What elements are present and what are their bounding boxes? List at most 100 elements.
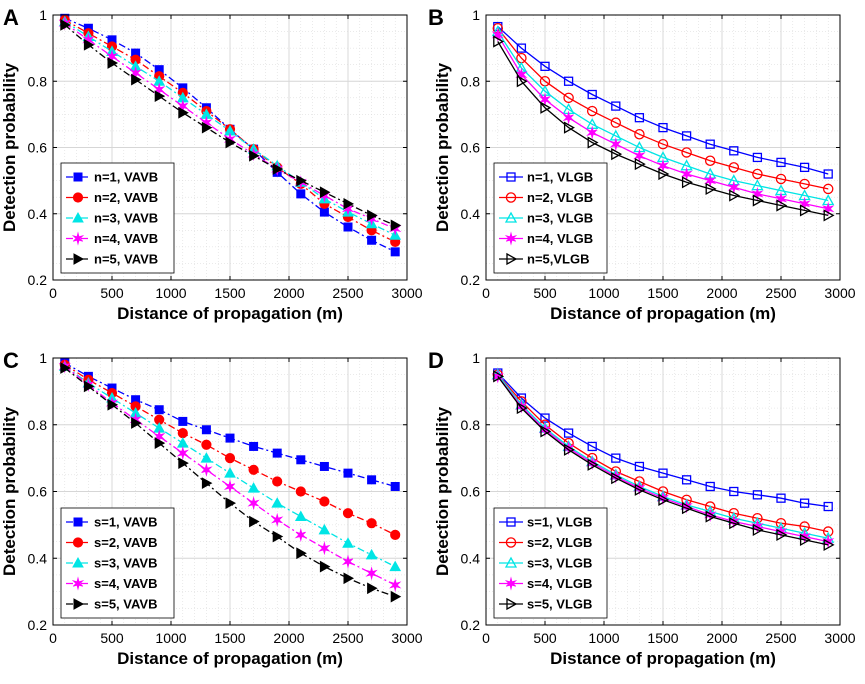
x-tick-label: 500 (100, 630, 124, 646)
y-tick-label: 0.8 (28, 417, 48, 433)
x-tick-label: 3000 (391, 285, 422, 301)
marker-triangle-right (178, 106, 189, 119)
x-axis-label: Distance of propagation (m) (117, 304, 343, 323)
series-line-5 (64, 24, 396, 226)
marker-star (294, 527, 307, 542)
marker-square (729, 486, 739, 497)
x-tick-label: 1000 (588, 285, 619, 301)
series-markers-5 (60, 362, 402, 603)
marker-square (681, 475, 692, 485)
panel-label: A (3, 5, 19, 30)
marker-star (609, 469, 622, 484)
x-tick-label: 3000 (824, 630, 855, 646)
marker-circle (505, 537, 517, 548)
legend-entry-label: n=3, VAVB (94, 211, 158, 226)
marker-square (225, 433, 235, 443)
marker-circle (295, 486, 306, 497)
marker-circle (704, 155, 716, 166)
marker-square (201, 425, 211, 435)
chart-panel-C: 0 500 1000 1500 2000 2500 3000 0.2 0.4 0.6 0.8 1 Dis… (0, 348, 423, 668)
marker-star (704, 507, 717, 522)
panel-label: D (428, 348, 444, 373)
y-tick-label: 0.8 (28, 73, 48, 89)
marker-circle (563, 92, 574, 104)
marker-circle (224, 453, 236, 464)
legend-entry-label: s=5, VLGB (527, 597, 592, 612)
y-tick-label: 0.6 (28, 140, 48, 156)
legend-entry-label: s=1, VLGB (527, 515, 592, 530)
legend-entry-label: s=4, VLGB (527, 576, 592, 591)
marker-circle (775, 173, 787, 185)
y-tick-label: 0.2 (28, 617, 48, 633)
marker-triangle-up (247, 482, 260, 493)
marker-circle (366, 518, 377, 529)
marker-circle (752, 168, 763, 180)
marker-square (634, 113, 645, 123)
x-axis-label: Distance of propagation (m) (117, 649, 343, 668)
marker-triangle-right (296, 547, 307, 560)
marker-triangle-up (72, 556, 84, 568)
marker-star (200, 462, 213, 477)
marker-triangle-right (60, 19, 71, 31)
marker-star (247, 496, 260, 511)
marker-star (515, 399, 528, 414)
marker-square (587, 89, 597, 100)
legend-entry-label: n=3, VLGB (527, 211, 593, 226)
x-tick-label: 0 (49, 285, 57, 301)
marker-triangle-right (154, 437, 166, 449)
marker-star (389, 577, 402, 593)
x-tick-label: 2000 (273, 630, 304, 646)
y-tick-label: 0.2 (461, 272, 481, 288)
marker-triangle-right (83, 380, 95, 393)
marker-triangle-up (342, 537, 354, 548)
marker-square (272, 448, 282, 458)
marker-triangle-right (131, 73, 142, 86)
y-tick-label: 0.4 (28, 206, 48, 222)
series-markers-4 (491, 27, 835, 216)
marker-star (586, 456, 599, 471)
marker-star (504, 231, 518, 246)
marker-square (729, 146, 739, 156)
marker-triangle-up (365, 548, 378, 560)
marker-triangle-right (319, 186, 331, 199)
marker-triangle-right (390, 219, 402, 232)
marker-circle (72, 537, 84, 548)
legend-entry-label: s=3, VAVB (94, 556, 157, 571)
marker-triangle-right (343, 572, 355, 585)
marker-triangle-right (587, 136, 599, 149)
marker-triangle-right (611, 472, 623, 485)
x-tick-label: 3000 (824, 285, 855, 301)
legend-entry-label: s=2, VLGB (527, 535, 592, 550)
marker-triangle-right (752, 523, 764, 536)
marker-star (633, 481, 646, 496)
x-tick-label: 0 (482, 285, 490, 301)
y-tick-label: 0.2 (28, 272, 48, 288)
marker-square (776, 157, 786, 168)
marker-triangle-up (318, 523, 331, 535)
marker-triangle-right (493, 35, 505, 48)
legend-entry-label: n=1, VAVB (94, 170, 158, 185)
x-tick-label: 2000 (273, 285, 304, 301)
marker-triangle-right (60, 362, 71, 374)
y-tick-label: 0.4 (28, 550, 48, 566)
panel-label: C (3, 348, 19, 373)
x-tick-label: 0 (482, 630, 490, 646)
y-tick-label: 0.8 (461, 417, 481, 433)
marker-square (367, 235, 377, 245)
legend: s=1, VLGB s=2, VLGB s=3, VLGB s=4, VLGB s=5,… (493, 507, 608, 619)
marker-circle (201, 439, 212, 450)
marker-square (776, 493, 786, 503)
marker-triangle-right (634, 157, 646, 171)
marker-square (343, 468, 353, 478)
marker-square (506, 517, 516, 527)
marker-triangle-right (107, 57, 119, 69)
marker-triangle-right (506, 252, 518, 266)
marker-square (611, 453, 621, 463)
marker-circle (610, 117, 622, 128)
marker-square (367, 475, 377, 485)
marker-star (341, 554, 355, 569)
marker-circle (657, 138, 669, 150)
marker-triangle-right (225, 136, 237, 149)
marker-triangle-right (249, 149, 260, 162)
